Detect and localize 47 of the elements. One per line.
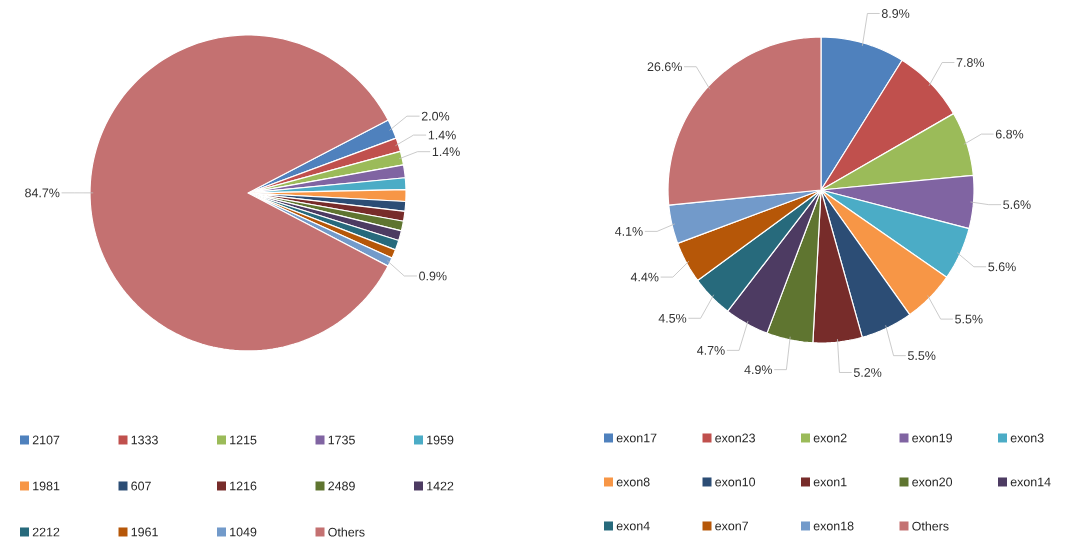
legend-label: exon14	[1010, 477, 1051, 487]
legend-label: 1981	[33, 481, 60, 491]
data-label: 5.2%	[853, 368, 882, 377]
legend-label: exon7	[715, 521, 748, 531]
data-label: 84.7%	[25, 188, 60, 198]
data-label: 1.4%	[428, 130, 456, 140]
legend-label: exon19	[912, 433, 952, 443]
legend-label: Others	[328, 527, 365, 537]
data-label: 4.7%	[697, 346, 725, 355]
data-label: 8.9%	[881, 9, 910, 18]
legend-label: 1959	[427, 435, 454, 445]
legend-label: exon8	[616, 477, 650, 487]
data-label: 2.0%	[421, 111, 450, 121]
data-label: 5.5%	[955, 314, 983, 324]
legend-label: 1735	[328, 435, 355, 445]
data-label: 7.8%	[956, 58, 985, 67]
legend-label: 2212	[32, 527, 60, 537]
legend-label: Others	[912, 521, 949, 531]
legend-label: exon10	[715, 477, 756, 487]
data-label: 4.4%	[630, 272, 659, 282]
legend-label: 2489	[328, 481, 355, 491]
legend-label: exon17	[616, 433, 657, 443]
legend-label: 1333	[131, 435, 158, 445]
data-label: 6.8%	[995, 129, 1024, 139]
legend-label: 1215	[230, 435, 257, 445]
data-label: 5.5%	[908, 351, 936, 361]
legend-label: exon2	[813, 433, 847, 443]
legend-label: 1216	[230, 481, 257, 491]
legend-label: 1961	[131, 527, 158, 537]
legend-label: exon23	[715, 433, 755, 443]
legend-label: 2107	[32, 435, 60, 445]
legend-label: exon18	[813, 521, 854, 531]
data-label: 4.9%	[744, 365, 773, 375]
data-label: 5.6%	[988, 262, 1016, 272]
data-label: 4.5%	[658, 313, 687, 323]
legend-label: 1422	[427, 481, 454, 491]
legend-label: exon4	[616, 521, 650, 531]
data-label: 1.4%	[432, 147, 460, 157]
legend-label: 1049	[230, 527, 257, 537]
data-label: 5.6%	[1003, 200, 1031, 210]
data-label: 0.9%	[419, 271, 447, 281]
legend-label: exon1	[813, 477, 847, 487]
legend-label: 607	[131, 481, 151, 491]
legend-label: exon3	[1010, 433, 1044, 443]
data-label: 26.6%	[647, 62, 682, 72]
legend-label: exon20	[912, 477, 953, 487]
data-label: 4.1%	[615, 227, 643, 236]
